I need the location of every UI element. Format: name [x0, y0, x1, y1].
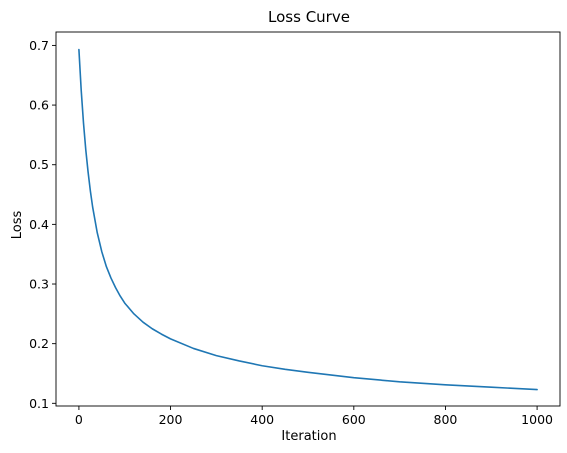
y-tick-label: 0.7 [29, 38, 49, 53]
y-tick-label: 0.5 [29, 157, 49, 172]
y-tick-label: 0.3 [29, 277, 49, 292]
x-tick-label: 400 [250, 412, 274, 427]
y-axis-ticks: 0.1 0.2 0.3 0.4 0.5 0.6 0.7 [29, 38, 56, 411]
loss-series-line [78, 48, 538, 391]
y-tick-label: 0.1 [29, 396, 49, 411]
y-tick-label: 0.2 [29, 336, 49, 351]
x-tick-label: 600 [342, 412, 366, 427]
x-tick-label: 800 [434, 412, 458, 427]
plot-frame [55, 31, 561, 407]
x-axis-label: Iteration [281, 429, 336, 444]
x-tick-label: 200 [159, 412, 183, 427]
x-axis-ticks: 0 200 400 600 800 1000 [75, 406, 553, 427]
y-tick-label: 0.4 [29, 217, 49, 232]
y-tick-label: 0.6 [29, 98, 49, 113]
x-tick-label: 1000 [521, 412, 553, 427]
chart-title: Loss Curve [268, 8, 350, 26]
y-axis-label: Loss [10, 211, 25, 240]
x-tick-label: 0 [75, 412, 83, 427]
